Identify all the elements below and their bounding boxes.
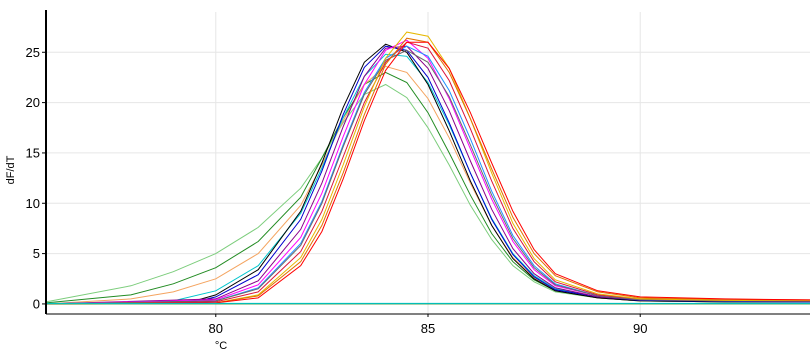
- x-axis-title: °C: [215, 340, 227, 351]
- grid: [46, 12, 810, 314]
- y-tick-label: 5: [33, 246, 40, 261]
- series-group: [45, 31, 810, 305]
- y-tick-label: 10: [26, 196, 40, 211]
- series-line-5: [45, 43, 810, 305]
- series-line-13: [45, 37, 810, 305]
- series-line-6: [45, 45, 810, 305]
- y-tick-label: 25: [26, 45, 40, 60]
- y-tick-label: 0: [33, 296, 40, 311]
- series-line-1: [45, 83, 810, 303]
- y-tick-label: 20: [26, 95, 40, 110]
- x-tick-label: 85: [421, 321, 435, 336]
- series-line-14: [45, 41, 810, 305]
- y-tick-label: 15: [26, 145, 40, 160]
- y-axis-title: dF/dT: [5, 155, 17, 184]
- axes: 0 5 10 15 20 25 80 85 90: [26, 10, 810, 336]
- x-tick-label: 90: [633, 321, 647, 336]
- series-line-11: [45, 41, 810, 305]
- series-line-7: [45, 45, 810, 305]
- series-line-12: [45, 31, 810, 305]
- series-line-10: [45, 49, 810, 305]
- x-tick-label: 80: [209, 321, 223, 336]
